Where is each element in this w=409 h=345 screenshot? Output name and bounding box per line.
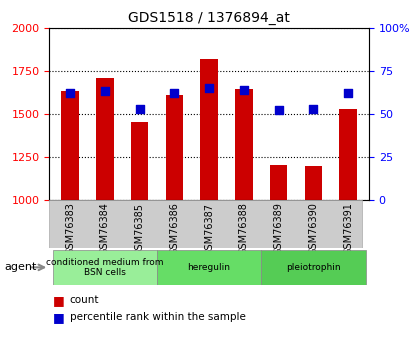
Text: count: count: [70, 295, 99, 305]
Point: [344, 90, 351, 96]
Point: [171, 90, 177, 96]
Bar: [200, 59, 217, 200]
Bar: [261, 250, 365, 285]
Text: pleiotrophin: pleiotrophin: [285, 263, 340, 272]
Text: GSM76385: GSM76385: [134, 203, 144, 256]
Text: GSM76386: GSM76386: [169, 203, 179, 255]
Point: [101, 89, 108, 94]
Bar: [96, 78, 113, 200]
Text: heregulin: heregulin: [187, 263, 230, 272]
Bar: [339, 109, 356, 200]
Text: conditioned medium from
BSN cells: conditioned medium from BSN cells: [46, 258, 163, 277]
Point: [309, 106, 316, 111]
Text: GSM76391: GSM76391: [342, 203, 352, 255]
Point: [67, 90, 73, 96]
Bar: [157, 250, 261, 285]
Bar: [61, 91, 79, 200]
Text: GSM76384: GSM76384: [99, 203, 110, 255]
Bar: [52, 250, 157, 285]
Point: [205, 85, 212, 91]
Point: [136, 106, 142, 111]
Bar: [130, 122, 148, 200]
Text: agent: agent: [4, 263, 36, 272]
Text: ■: ■: [53, 311, 65, 324]
Bar: [165, 95, 182, 200]
Point: [275, 108, 281, 113]
Text: GSM76390: GSM76390: [308, 203, 318, 255]
Text: GSM76383: GSM76383: [65, 203, 75, 255]
Text: ■: ■: [53, 294, 65, 307]
Title: GDS1518 / 1376894_at: GDS1518 / 1376894_at: [128, 11, 289, 25]
Point: [240, 87, 247, 92]
Text: percentile rank within the sample: percentile rank within the sample: [70, 313, 245, 322]
Bar: [235, 89, 252, 200]
Bar: [269, 165, 287, 200]
Bar: [304, 166, 321, 200]
Text: GSM76387: GSM76387: [204, 203, 213, 256]
Text: GSM76389: GSM76389: [273, 203, 283, 255]
Text: GSM76388: GSM76388: [238, 203, 248, 255]
